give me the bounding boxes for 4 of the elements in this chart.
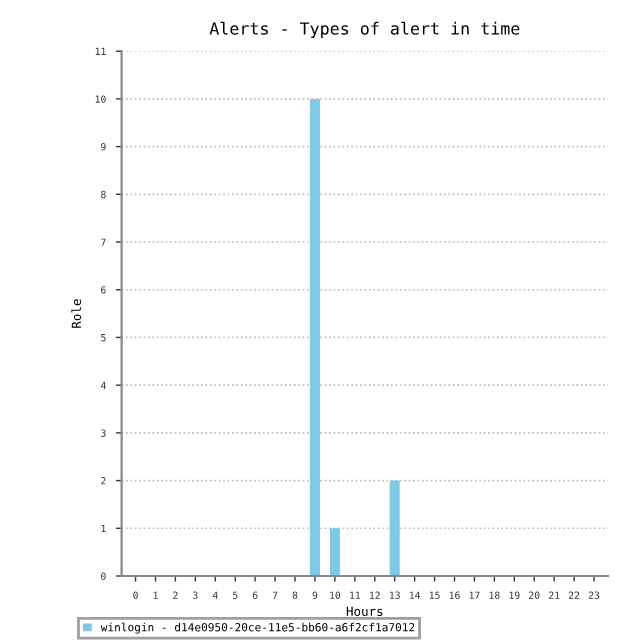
bar <box>309 98 320 576</box>
bar <box>389 480 400 576</box>
chart-title: Alerts - Types of alert in time <box>209 21 520 38</box>
bar <box>329 528 340 576</box>
